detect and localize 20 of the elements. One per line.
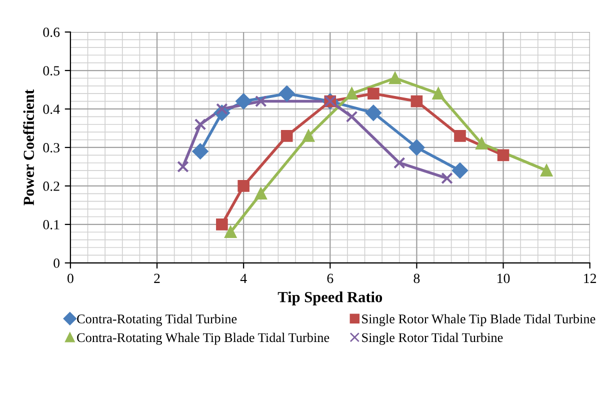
x-tick-label: 12 <box>584 274 596 283</box>
y-axis-title: Power Coefficient <box>23 89 34 206</box>
y-tick-label: 0.1 <box>43 220 60 230</box>
x-axis-title: Tip Speed Ratio <box>278 291 382 306</box>
y-tick-label: 0.3 <box>43 143 60 152</box>
x-tick-label: 0 <box>68 274 74 284</box>
y-tick-label: 0.6 <box>43 28 60 38</box>
y-tick-label: 0.4 <box>43 104 60 114</box>
y-tick-label: 0 <box>54 258 60 268</box>
legend-label: Single Rotor Whale Tip Blade Tidal Turbine <box>362 314 596 326</box>
y-tick-label: 0.5 <box>43 66 60 76</box>
x-tick-label: 6 <box>327 274 334 284</box>
legend-label: Contra-Rotating Whale Tip Blade Tidal Turbine <box>77 332 330 345</box>
x-tick-label: 2 <box>154 274 160 283</box>
x-tick-label: 10 <box>498 274 510 284</box>
legend-label: Contra-Rotating Tidal Turbine <box>77 314 237 326</box>
x-tick-label: 8 <box>414 274 420 284</box>
x-tick-label: 4 <box>240 274 247 283</box>
legend-label: Single Rotor Tidal Turbine <box>362 332 503 345</box>
y-tick-label: 0.2 <box>43 182 60 191</box>
